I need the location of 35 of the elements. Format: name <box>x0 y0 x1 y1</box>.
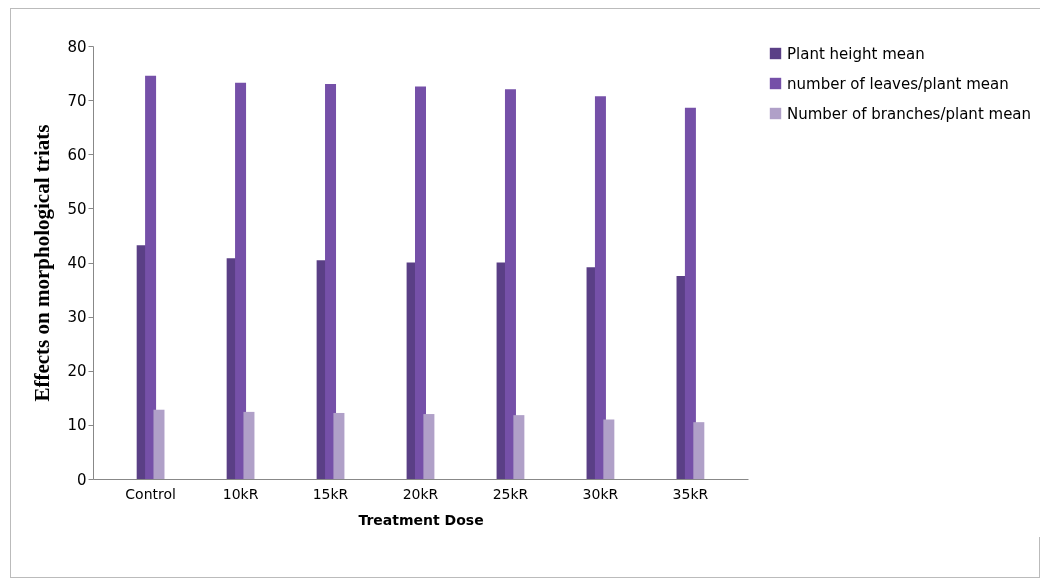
x-tick-label: 25kR <box>492 485 529 502</box>
x-tick-label: Control <box>125 485 176 502</box>
x-tick-label: 35kR <box>672 485 709 502</box>
y-tick-label: 20 <box>67 362 87 381</box>
bar <box>603 419 615 479</box>
bar <box>504 89 516 479</box>
legend-label: Plant height mean <box>787 44 925 63</box>
legend-label: Number of branches/plant mean <box>787 104 1032 123</box>
y-axis-title: Effects on morphological triats <box>30 124 55 402</box>
y-tick-label: 70 <box>67 91 87 110</box>
x-tick-label: 30kR <box>582 485 619 502</box>
y-tick-label: 30 <box>67 308 87 327</box>
bar <box>333 412 345 479</box>
x-tick-label: 10kR <box>222 485 259 502</box>
bar <box>594 96 606 479</box>
x-tick-label: 20kR <box>402 485 439 502</box>
bar <box>684 107 696 479</box>
y-tick-label: 50 <box>67 199 87 218</box>
bar <box>325 83 337 479</box>
y-tick-label: 60 <box>67 145 87 164</box>
bar <box>243 411 255 479</box>
legend-label: number of leaves/plant mean <box>787 74 1009 93</box>
bar <box>693 422 705 479</box>
x-axis-title: Treatment Dose <box>358 511 484 528</box>
bar <box>235 82 247 479</box>
bar <box>423 414 435 479</box>
y-tick-label: 40 <box>67 254 87 272</box>
bar <box>513 415 525 479</box>
bar <box>153 409 165 479</box>
bar <box>415 86 426 479</box>
y-tick-label: 80 <box>67 37 87 56</box>
bar <box>145 75 157 479</box>
x-tick-label: 15kR <box>312 485 349 502</box>
y-tick-label: 10 <box>67 416 87 435</box>
y-tick-label: 0 <box>76 470 87 489</box>
